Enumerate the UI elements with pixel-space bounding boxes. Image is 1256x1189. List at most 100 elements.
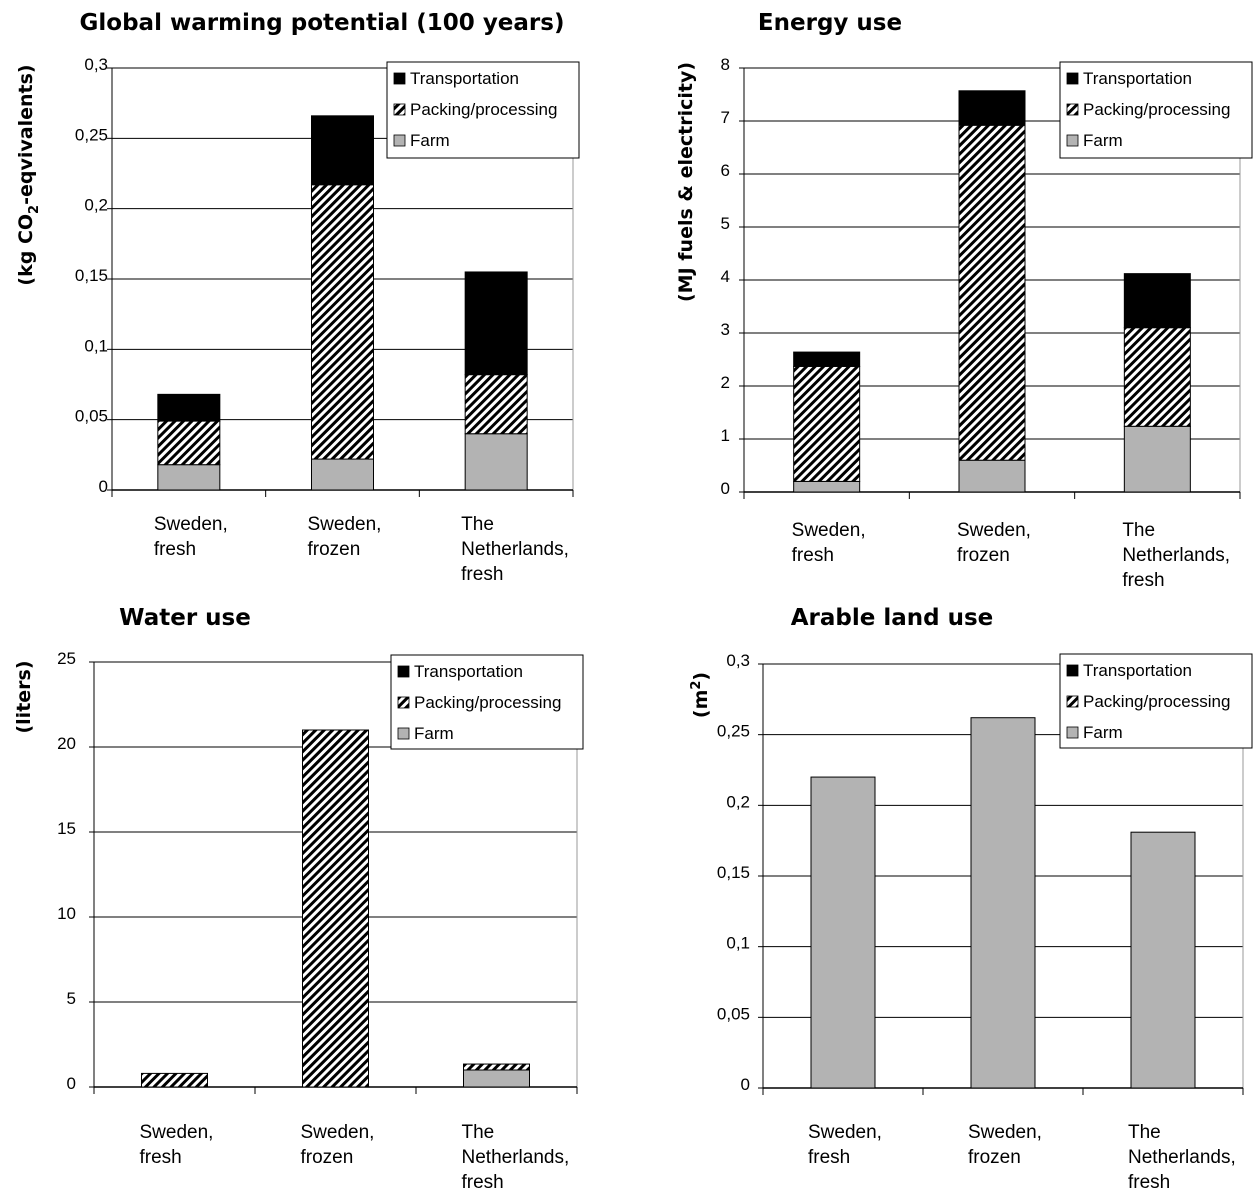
x-tick-label-line: frozen xyxy=(957,545,1010,566)
x-tick-label-line: frozen xyxy=(301,1147,354,1168)
x-tick-label-line: fresh xyxy=(808,1147,850,1168)
legend-swatch xyxy=(397,665,410,678)
bar-segment xyxy=(1130,831,1196,1089)
x-tick-label-line: Netherlands, xyxy=(1128,1147,1236,1168)
y-tick-label: 0 xyxy=(67,1074,76,1093)
x-tick-label: The Netherlands, fresh xyxy=(461,514,569,585)
x-tick-label-line: The xyxy=(462,1122,495,1143)
legend: Transportation Packing/processing Farm xyxy=(390,654,584,750)
x-tick-label-line: The xyxy=(1128,1122,1161,1143)
y-tick-label: 20 xyxy=(57,734,76,753)
bar-segment xyxy=(157,393,221,422)
y-tick-label: 5 xyxy=(67,989,76,1008)
legend-swatch xyxy=(1066,664,1079,677)
chart-title: Global warming potential (100 years) xyxy=(80,10,565,36)
chart-energy: Energy use (MJ fuels & electricity) 0 1 2 3… xyxy=(675,10,1253,591)
y-tick-label: 0,25 xyxy=(75,125,108,144)
chart-land: Arable land use (m2) 0 0,05 0,1 0,15 0,2 0,25… xyxy=(689,605,1253,1189)
bar-segment xyxy=(464,271,528,376)
bar-segment xyxy=(793,365,861,482)
bar-segment xyxy=(311,458,374,491)
x-tick-label-line: Netherlands, xyxy=(1122,545,1230,566)
y-tick-label: 6 xyxy=(721,161,730,180)
legend-label: Packing/processing xyxy=(414,693,561,712)
bar-segment xyxy=(463,1063,530,1071)
bar-segment xyxy=(311,184,374,460)
x-tick-label-line: frozen xyxy=(968,1147,1021,1168)
x-tick-label-line: fresh xyxy=(1122,570,1164,591)
y-tick-label: 25 xyxy=(57,649,76,668)
legend-box xyxy=(390,654,584,750)
x-tick-label-line: The xyxy=(1122,520,1155,541)
bar-segment xyxy=(810,776,876,1089)
bar-segment xyxy=(1123,425,1191,493)
legend: Transportation Packing/processing Farm xyxy=(386,61,580,159)
chart-title: Water use xyxy=(119,605,251,631)
legend-label: Farm xyxy=(1083,131,1123,150)
plot-area: 0 5 10 15 20 25 Sweden, fresh Sweden, frozen The Ne… xyxy=(57,649,584,1189)
y-axis-label: (m2) xyxy=(689,672,712,718)
chart-water: Water use (liters) 0 5 10 15 20 25 Sweden, fres… xyxy=(13,605,584,1189)
y-tick-label: 2 xyxy=(721,373,730,392)
legend-box xyxy=(1059,61,1253,159)
legend-label: Packing/processing xyxy=(1083,692,1230,711)
bar-segment xyxy=(1123,327,1191,427)
x-tick-label-line: fresh xyxy=(461,564,503,585)
bar-segment xyxy=(1123,273,1191,329)
y-tick-label: 0,3 xyxy=(84,55,108,74)
legend-label: Transportation xyxy=(1083,661,1192,680)
legend-swatch xyxy=(1066,72,1079,85)
y-axis-label: (MJ fuels & electricity) xyxy=(675,62,697,302)
y-tick-label: 0,2 xyxy=(84,196,108,215)
bar-segment xyxy=(958,459,1026,493)
y-tick-label: 10 xyxy=(57,904,76,923)
legend-swatch xyxy=(397,696,410,709)
x-tick-label: Sweden, frozen xyxy=(301,1122,375,1168)
x-tick-label: The Netherlands, fresh xyxy=(1122,520,1230,591)
bar-segment xyxy=(463,1069,530,1088)
x-tick-label-line: fresh xyxy=(792,545,834,566)
legend-swatch xyxy=(1066,726,1079,739)
bar-segment xyxy=(302,729,369,1088)
x-tick-label-line: Sweden, xyxy=(301,1122,375,1143)
legend-label: Packing/processing xyxy=(1083,100,1230,119)
bar-segment xyxy=(157,464,221,491)
y-tick-label: 0,1 xyxy=(84,336,108,355)
x-tick-label: Sweden, frozen xyxy=(968,1122,1042,1168)
x-tick-label-line: fresh xyxy=(140,1147,182,1168)
legend-label: Transportation xyxy=(1083,69,1192,88)
legend-swatch xyxy=(393,72,406,85)
bar-segment xyxy=(141,1072,208,1088)
y-tick-label: 0,25 xyxy=(717,722,750,741)
legend: Transportation Packing/processing Farm xyxy=(1059,61,1253,159)
x-tick-label: Sweden, frozen xyxy=(308,514,382,560)
y-axis-label: (liters) xyxy=(13,660,35,733)
legend-label: Farm xyxy=(1083,723,1123,742)
x-tick-label: Sweden, fresh xyxy=(792,520,866,566)
legend-label: Packing/processing xyxy=(410,100,557,119)
x-tick-label-line: fresh xyxy=(1128,1172,1170,1189)
x-tick-label: Sweden, frozen xyxy=(957,520,1031,566)
x-tick-label-line: Sweden, xyxy=(308,514,382,535)
y-axis-label: (kg CO2-eqvivalents) xyxy=(15,64,42,285)
y-tick-label: 0,05 xyxy=(75,407,108,426)
legend-box xyxy=(386,61,580,159)
x-tick-label-line: Sweden, xyxy=(957,520,1031,541)
legend-label: Transportation xyxy=(410,69,519,88)
x-tick-label-line: fresh xyxy=(154,539,196,560)
legend-swatch xyxy=(1066,103,1079,116)
bar-segment xyxy=(157,420,221,466)
x-tick-label-line: Sweden, xyxy=(140,1122,214,1143)
y-tick-label: 0,15 xyxy=(717,863,750,882)
x-tick-label-line: Sweden, xyxy=(808,1122,882,1143)
legend-label: Farm xyxy=(410,131,450,150)
x-tick-label-line: The xyxy=(461,514,494,535)
plot-area: 0 1 2 3 4 5 6 7 8 Sweden, fresh Sweden, frozen The Net… xyxy=(721,55,1253,591)
chart-gwp: Global warming potential (100 years) (kg… xyxy=(15,10,580,585)
chart-title: Energy use xyxy=(758,10,902,36)
x-tick-label: Sweden, fresh xyxy=(154,514,228,560)
x-tick-label-line: Sweden, xyxy=(968,1122,1042,1143)
y-tick-label: 8 xyxy=(721,55,730,74)
